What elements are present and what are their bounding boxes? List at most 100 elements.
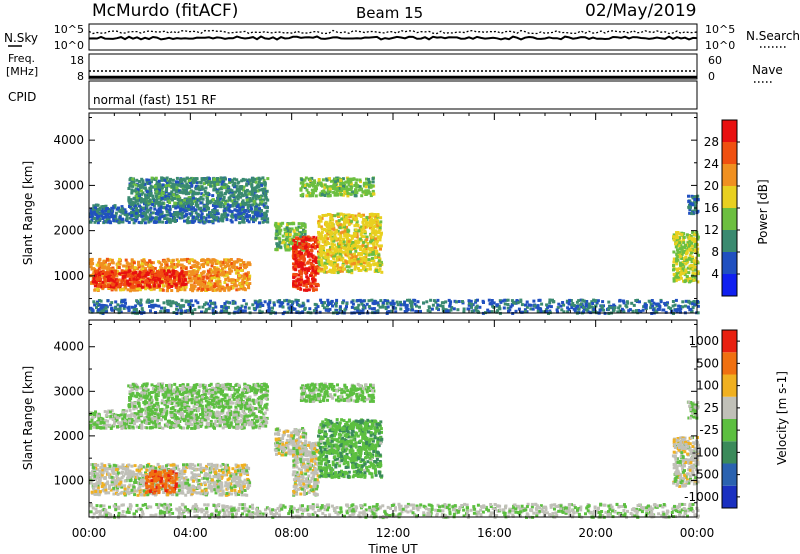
scatter-cell: [245, 196, 249, 200]
scatter-cell: [144, 269, 148, 273]
scatter-cell: [242, 212, 246, 216]
scatter-cell: [525, 310, 529, 314]
scatter-cell: [503, 298, 507, 302]
scatter-cell: [190, 207, 194, 211]
scatter-cell: [409, 302, 413, 306]
scatter-cell: [110, 301, 114, 305]
scatter-cell: [175, 186, 179, 190]
scatter-cell: [155, 188, 159, 191]
scatter-cell: [207, 281, 211, 285]
scatter-cell: [506, 306, 510, 310]
scatter-cell: [364, 255, 368, 259]
scatter-cell: [147, 178, 151, 182]
scatter-cell: [348, 188, 352, 191]
scatter-cell: [147, 201, 151, 205]
scatter-cell: [137, 260, 140, 264]
scatter-cell: [260, 194, 264, 198]
scatter-cell: [338, 237, 342, 241]
scatter-cell: [627, 309, 631, 313]
scatter-cell: [335, 188, 339, 192]
scatter-cell: [379, 244, 383, 248]
scatter-cell: [643, 303, 647, 307]
scatter-cell: [224, 177, 227, 181]
scatter-cell: [363, 265, 367, 269]
scatter-cell: [351, 254, 355, 258]
scatter-cell: [154, 286, 158, 289]
scatter-cell: [101, 217, 105, 220]
scatter-cell: [236, 310, 240, 314]
scatter-cell: [335, 309, 339, 312]
scatter-cell: [579, 298, 583, 302]
scatter-cell: [202, 193, 206, 197]
scatter-cell: [335, 246, 339, 250]
scatter-cell: [247, 284, 250, 288]
scatter-cell: [154, 280, 158, 284]
scatter-cell: [288, 233, 292, 237]
scatter-cell: [202, 270, 206, 274]
scatter-cell: [323, 228, 326, 231]
scatter-cell: [179, 178, 183, 181]
scatter-cell: [109, 276, 113, 280]
scatter-cell: [160, 178, 164, 182]
scatter-cell: [223, 202, 227, 205]
scatter-cell: [261, 176, 265, 180]
scatter-cell: [218, 218, 222, 222]
scatter-cell: [366, 263, 370, 267]
scatter-cell: [235, 288, 239, 292]
scatter-cell: [165, 263, 169, 267]
scatter-cell: [220, 215, 224, 219]
scatter-cell: [349, 186, 353, 190]
scatter-cell: [215, 274, 219, 278]
scatter-cell: [327, 178, 331, 182]
scatter-cell: [503, 302, 507, 306]
scatter-cell: [374, 229, 378, 233]
scatter-cell: [158, 274, 162, 278]
scatter-cell: [231, 193, 235, 197]
scatter-cell: [364, 181, 368, 185]
scatter-cell: [297, 250, 301, 254]
scatter-cell: [196, 262, 200, 265]
scatter-cell: [216, 198, 220, 201]
scatter-cell: [170, 282, 174, 286]
scatter-cell: [258, 302, 262, 306]
scatter-cell: [378, 305, 382, 309]
scatter-cell: [208, 267, 212, 271]
scatter-cell: [308, 184, 311, 188]
scatter-cell: [667, 306, 671, 310]
scatter-cell: [612, 303, 616, 307]
scatter-cell: [153, 273, 157, 277]
scatter-cell: [353, 214, 357, 218]
scatter-cell: [230, 189, 234, 193]
scatter-cell: [109, 303, 113, 307]
scatter-cell: [248, 282, 252, 285]
scatter-cell: [249, 204, 253, 208]
scatter-cell: [338, 223, 342, 226]
scatter-cell: [233, 181, 236, 185]
scatter-cell: [121, 277, 125, 281]
scatter-cell: [134, 211, 138, 215]
scatter-cell: [329, 185, 333, 189]
scatter-cell: [320, 234, 324, 238]
scatter-cell: [441, 305, 445, 308]
scatter-cell: [139, 200, 143, 204]
scatter-cell: [130, 288, 133, 292]
scatter-cell: [152, 204, 156, 208]
scatter-cell: [210, 301, 213, 305]
scatter-cell: [256, 300, 260, 304]
scatter-cell: [213, 259, 217, 263]
scatter-cell: [234, 306, 238, 310]
scatter-cell: [215, 182, 219, 186]
scatter-cell: [188, 179, 192, 182]
scatter-cell: [306, 276, 310, 280]
scatter-cell: [213, 201, 217, 205]
scatter-cell: [688, 301, 692, 304]
scatter-cell: [559, 304, 563, 308]
scatter-cell: [429, 298, 433, 302]
scatter-cell: [324, 223, 328, 227]
scatter-cell: [220, 305, 224, 309]
scatter-cell: [314, 284, 318, 288]
scatter-cell: [321, 178, 325, 182]
scatter-cell: [354, 181, 358, 185]
scatter-cell: [114, 285, 118, 289]
scatter-cell: [262, 198, 265, 202]
